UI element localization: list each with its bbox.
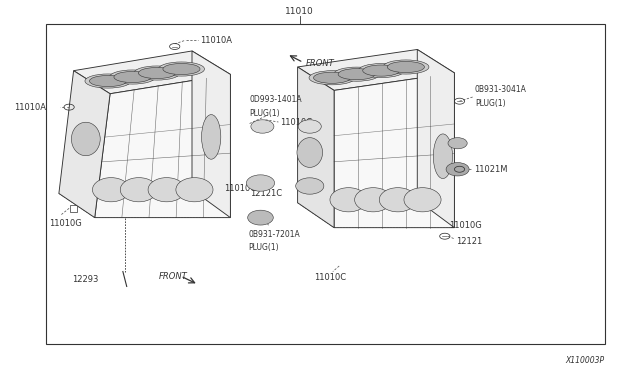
Text: 11010C: 11010C [314, 273, 346, 282]
Circle shape [246, 175, 275, 191]
Ellipse shape [380, 187, 417, 212]
Ellipse shape [163, 64, 200, 75]
Bar [433, 212, 440, 219]
Ellipse shape [72, 122, 100, 156]
Ellipse shape [114, 71, 151, 83]
Polygon shape [74, 51, 230, 94]
Circle shape [248, 210, 273, 225]
Text: 0D993-1401A: 0D993-1401A [250, 95, 302, 104]
Text: 11010G: 11010G [224, 184, 257, 193]
Text: 11010G: 11010G [49, 219, 81, 228]
Polygon shape [298, 200, 454, 228]
Ellipse shape [358, 64, 404, 78]
Circle shape [296, 178, 324, 194]
Ellipse shape [404, 187, 441, 212]
Polygon shape [59, 71, 110, 218]
Ellipse shape [338, 68, 375, 80]
Text: PLUG(1): PLUG(1) [250, 109, 280, 118]
Ellipse shape [333, 67, 380, 81]
Text: X110003P: X110003P [566, 356, 605, 365]
Text: PLUG(1): PLUG(1) [475, 99, 506, 108]
Ellipse shape [134, 66, 180, 80]
Bar [46, 24, 605, 344]
Text: FRONT: FRONT [159, 272, 188, 280]
Ellipse shape [297, 138, 323, 167]
Polygon shape [192, 51, 230, 218]
Polygon shape [417, 49, 454, 228]
Ellipse shape [159, 62, 205, 76]
Ellipse shape [330, 187, 367, 212]
Polygon shape [298, 49, 454, 90]
Ellipse shape [109, 70, 156, 84]
Text: 11010A: 11010A [200, 36, 232, 45]
Ellipse shape [148, 177, 185, 202]
Text: 12121: 12121 [456, 237, 482, 246]
Text: 11010G: 11010G [449, 221, 482, 230]
Ellipse shape [85, 74, 131, 88]
Text: 0B931-3041A: 0B931-3041A [475, 85, 527, 94]
Text: 12121C: 12121C [250, 189, 282, 198]
Polygon shape [59, 190, 230, 218]
Ellipse shape [92, 177, 129, 202]
Ellipse shape [120, 177, 157, 202]
Ellipse shape [309, 71, 355, 85]
Ellipse shape [176, 177, 213, 202]
Ellipse shape [387, 61, 424, 73]
Circle shape [251, 120, 274, 133]
Polygon shape [298, 67, 334, 228]
Circle shape [448, 138, 467, 149]
Text: 11021M: 11021M [474, 165, 507, 174]
Ellipse shape [90, 76, 127, 87]
Ellipse shape [383, 60, 429, 74]
Text: PLUG(1): PLUG(1) [248, 243, 279, 252]
Bar [70, 205, 77, 212]
Bar [205, 183, 213, 190]
Ellipse shape [355, 187, 392, 212]
Polygon shape [334, 73, 454, 228]
Ellipse shape [138, 67, 175, 78]
Text: 0B931-7201A: 0B931-7201A [248, 230, 300, 239]
Ellipse shape [363, 65, 400, 76]
Text: 11010: 11010 [285, 7, 314, 16]
Ellipse shape [202, 115, 221, 159]
Text: 11010C: 11010C [280, 118, 312, 127]
Text: 11010A: 11010A [14, 103, 46, 112]
Text: 12293: 12293 [72, 275, 98, 284]
Circle shape [446, 163, 469, 176]
Polygon shape [95, 74, 230, 218]
Ellipse shape [433, 134, 452, 179]
Circle shape [298, 120, 321, 133]
Text: FRONT: FRONT [306, 59, 335, 68]
Ellipse shape [314, 72, 351, 83]
